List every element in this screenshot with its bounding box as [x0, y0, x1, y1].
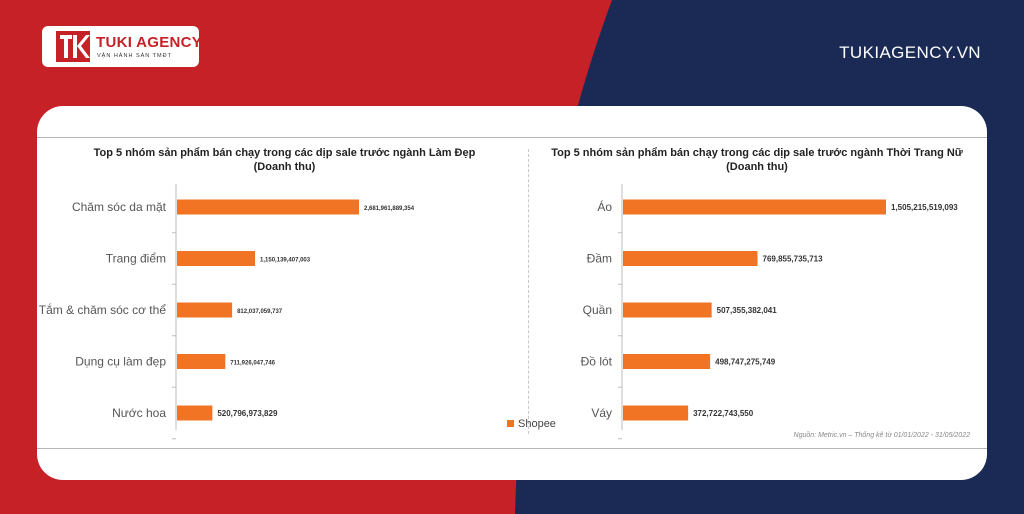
data-label: 711,926,047,746	[230, 361, 275, 367]
data-label: 1,505,215,519,093	[891, 203, 958, 212]
data-label: 372,722,743,550	[693, 409, 754, 418]
bar-1	[623, 199, 886, 215]
data-label: 520,796,973,829	[217, 409, 278, 418]
data-label: 498,747,275,749	[715, 358, 776, 367]
category-label: Chăm sóc da mặt	[72, 200, 167, 214]
logo: TUKI AGENCY VẬN HÀNH SÀN TMĐT	[42, 26, 203, 67]
category-label: Trang điểm	[106, 252, 166, 266]
beauty-revenue-bar-chart: Chăm sóc da mặt 2,681,961,889,354 Trang đi…	[39, 184, 415, 440]
legend-label: Shopee	[518, 418, 556, 430]
chart-2-title-line1: Top 5 nhóm sản phẩm bán chạy trong các d…	[551, 147, 963, 159]
category-label: Áo	[597, 199, 612, 214]
category-label: Dụng cụ làm đẹp	[75, 355, 166, 369]
category-label: Đồ lót	[581, 355, 613, 369]
bar-2	[177, 251, 256, 266]
top-rule	[37, 137, 987, 138]
brand-name: TUKI AGENCY	[96, 34, 203, 51]
data-label: 507,355,382,041	[717, 306, 778, 315]
chart-1-title-line1: Top 5 nhóm sản phẩm bán chạy trong các d…	[93, 147, 476, 159]
category-label: Đầm	[587, 252, 612, 266]
bar-3	[623, 302, 712, 318]
bar-4	[177, 354, 226, 369]
bar-4	[623, 354, 711, 369]
source-note: Nguồn: Metric.vn – Thống kê từ 01/01/202…	[793, 432, 970, 439]
bar-3	[177, 302, 233, 318]
category-label: Quần	[583, 303, 612, 317]
bar-5	[623, 405, 689, 421]
charts-card: Top 5 nhóm sản phẩm bán chạy trong các d…	[37, 106, 987, 480]
bar-1	[177, 199, 359, 215]
data-label: 769,855,735,713	[763, 255, 824, 264]
category-label: Nước hoa	[112, 406, 166, 420]
chart-2-title-line2: (Doanh thu)	[726, 161, 788, 173]
legend-swatch	[507, 419, 514, 427]
data-label: 1,150,139,407,003	[260, 258, 311, 264]
chart-legend: Shopee	[507, 418, 556, 430]
chart-divider	[528, 149, 529, 434]
website-label: TUKIAGENCY.VN	[839, 43, 981, 62]
chart-1-title: Top 5 nhóm sản phẩm bán chạy trong các d…	[57, 146, 512, 174]
data-label: 812,037,059,737	[237, 309, 283, 315]
bar-2	[623, 251, 758, 266]
womens-fashion-revenue-bar-chart: Áo 1,505,215,519,093 Đầm 769,855,735,713 Quầ…	[581, 184, 958, 440]
chart-2-title: Top 5 nhóm sản phẩm bán chạy trong các d…	[542, 146, 972, 174]
data-label: 2,681,961,889,354	[364, 206, 415, 212]
category-label: Tắm & chăm sóc cơ thể	[39, 302, 167, 317]
bar-5	[177, 405, 213, 421]
category-label: Váy	[591, 406, 612, 420]
chart-1-title-line2: (Doanh thu)	[253, 161, 316, 173]
brand-tagline: VẬN HÀNH SÀN TMĐT	[97, 53, 172, 59]
bottom-rule	[37, 448, 987, 449]
tuki-logo-icon	[56, 31, 90, 62]
